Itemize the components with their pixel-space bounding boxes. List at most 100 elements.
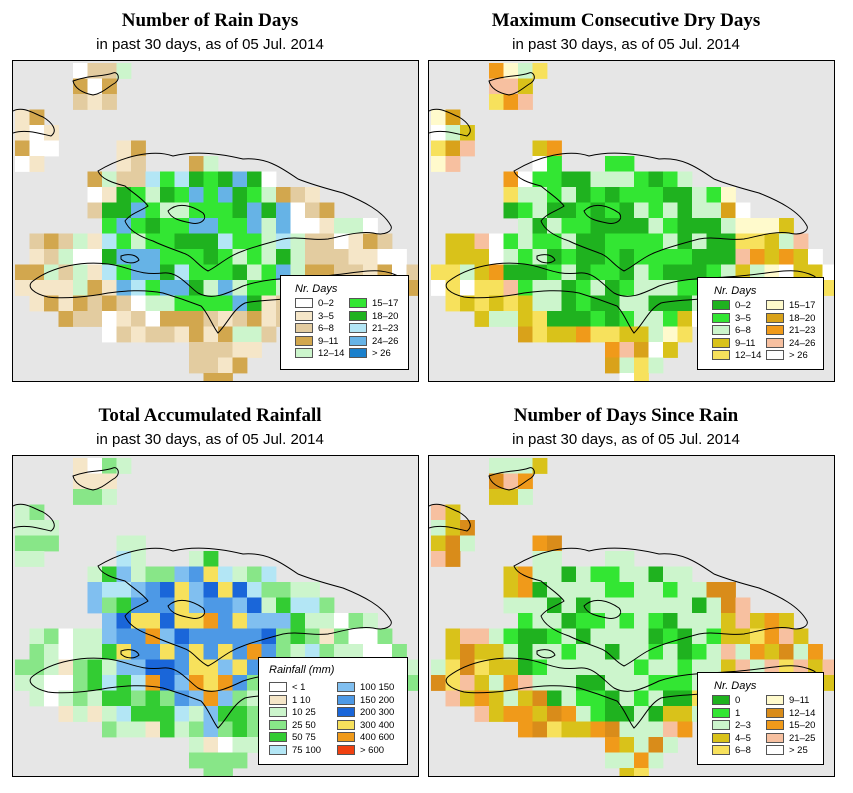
grid-cell <box>503 566 519 583</box>
grid-cell <box>261 264 277 281</box>
panel-title: Number of Days Since Rain <box>513 405 739 426</box>
grid-cell <box>203 628 219 645</box>
legend-label: 12–14 <box>789 707 816 719</box>
grid-cell <box>445 156 461 172</box>
grid-cell <box>131 233 146 250</box>
grid-cell <box>348 644 364 660</box>
grid-cell <box>648 202 664 219</box>
grid-cell <box>247 613 262 629</box>
grid-cell <box>561 218 577 234</box>
grid-cell <box>87 171 103 188</box>
legend-label: 24–26 <box>789 337 816 349</box>
grid-cell <box>73 706 88 722</box>
grid-cell <box>145 295 161 312</box>
grid-cell <box>779 613 794 629</box>
grid-cell <box>518 721 533 738</box>
legend-label: 12–14 <box>318 348 345 360</box>
grid-cell <box>532 721 548 738</box>
grid-cell <box>73 690 88 707</box>
grid-cell <box>261 644 277 660</box>
grid-cell <box>677 597 693 614</box>
grid-cell <box>706 264 722 281</box>
grid-cell <box>116 140 132 157</box>
grid-cell <box>547 566 562 583</box>
grid-cell <box>276 233 291 250</box>
grid-cell <box>793 659 809 676</box>
grid-cell <box>576 675 591 691</box>
grid-cell <box>721 233 736 250</box>
grid-cell <box>131 721 146 738</box>
grid-cell <box>232 187 248 203</box>
grid-cell <box>145 582 161 598</box>
grid-cell <box>721 218 736 234</box>
grid-cell <box>532 566 548 583</box>
grid-cell <box>532 295 548 312</box>
grid-cell <box>663 342 678 358</box>
grid-cell <box>232 706 248 722</box>
grid-cell <box>174 187 190 203</box>
grid-cell <box>648 628 664 645</box>
legend-item: 0 <box>712 695 740 706</box>
grid-cell <box>532 171 548 188</box>
grid-cell <box>590 280 606 296</box>
grid-cell <box>663 187 678 203</box>
grid-cell <box>634 737 649 753</box>
legend-item: 6–8 <box>712 325 751 336</box>
grid-cell <box>634 326 649 343</box>
grid-cell <box>319 218 335 234</box>
legend-label: 3–5 <box>318 310 334 322</box>
grid-cell <box>305 613 320 629</box>
grid-cell <box>218 342 233 358</box>
grid-cell <box>605 551 620 567</box>
grid-cell <box>634 373 649 381</box>
grid-cell <box>619 628 635 645</box>
legend-item: 2–3 <box>712 720 751 731</box>
grid-cell <box>203 187 219 203</box>
coastline <box>13 503 55 532</box>
legend-item: 15–17 <box>766 300 815 311</box>
grid-cell <box>15 520 30 536</box>
grid-cell <box>489 78 504 95</box>
panel-subtitle: in past 30 days, as of 05 Jul. 2014 <box>512 36 740 53</box>
grid-cell <box>160 675 175 691</box>
legend-swatch <box>269 707 287 718</box>
grid-cell <box>247 249 262 265</box>
coastline <box>583 204 622 224</box>
grid-cell <box>232 613 248 629</box>
grid-cell <box>218 566 233 583</box>
grid-cell <box>131 706 146 722</box>
grid-cell <box>218 202 233 219</box>
grid-cell <box>605 737 620 753</box>
grid-cell <box>489 63 504 79</box>
grid-cell <box>619 171 635 188</box>
grid-cell <box>518 597 533 614</box>
legend-label: > 600 <box>360 745 385 756</box>
legend-item: 21–23 <box>349 323 398 334</box>
grid-cell <box>547 535 562 552</box>
grid-cell <box>431 109 446 126</box>
grid-cell <box>692 628 707 645</box>
grid-cell <box>445 249 461 265</box>
grid-cell <box>634 295 649 312</box>
grid-cell <box>605 659 620 676</box>
grid-cell <box>605 249 620 265</box>
grid-cell <box>232 171 248 188</box>
grid-cell <box>87 582 103 598</box>
grid-cell <box>489 249 504 265</box>
grid-cell <box>218 357 233 374</box>
grid-cell <box>160 311 175 327</box>
grid-cell <box>764 218 780 234</box>
grid-cell <box>648 233 664 250</box>
grid-cell <box>518 582 533 598</box>
grid-cell <box>561 171 577 188</box>
grid-cell <box>445 109 461 126</box>
grid-cell <box>131 264 146 281</box>
grid-cell <box>58 264 74 281</box>
grid-cell <box>532 644 548 660</box>
grid-cell <box>677 280 693 296</box>
grid-cell <box>619 566 635 583</box>
grid-cell <box>750 249 765 265</box>
legend-label: 400 600 <box>360 732 395 744</box>
grid-cell <box>706 582 722 598</box>
grid-cell <box>460 690 475 707</box>
